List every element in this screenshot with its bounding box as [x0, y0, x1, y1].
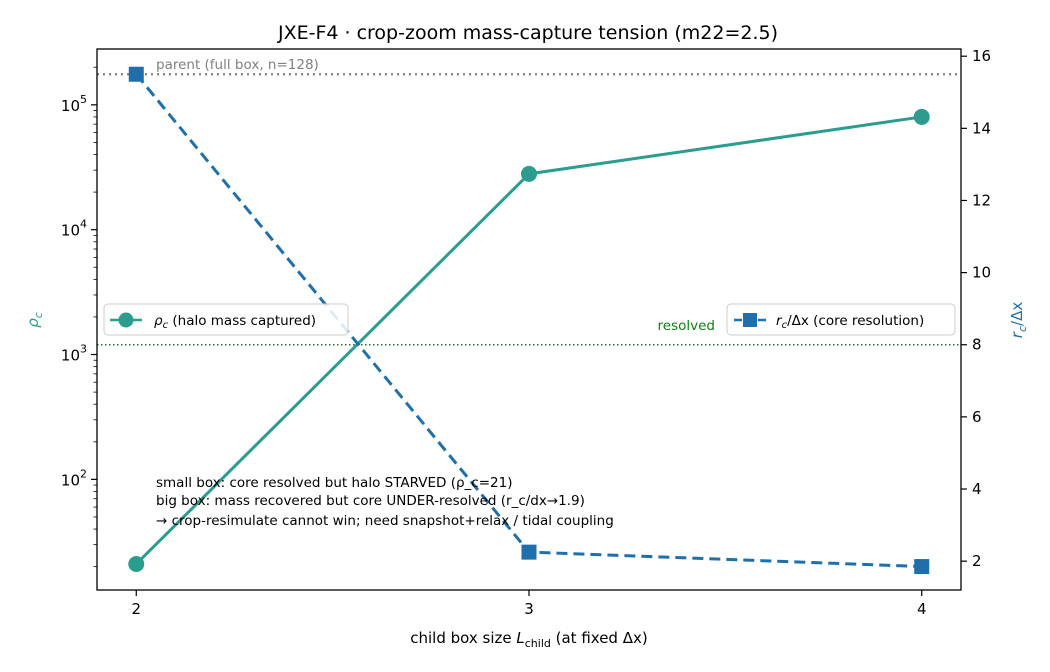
- parent-reference-label: parent (full box, n=128): [156, 57, 319, 73]
- legend-right-marker: [743, 313, 757, 327]
- right-tick-label: 10: [972, 264, 991, 282]
- legend-left: ρc (halo mass captured): [103, 303, 349, 336]
- right-axis-label: rc/Δx: [1008, 302, 1029, 339]
- x-tick-label: 2: [131, 600, 141, 618]
- annotation-line-2: big box: mass recovered but core UNDER-r…: [156, 493, 585, 509]
- series-rho-point: [521, 165, 537, 182]
- right-tick-label: 16: [972, 47, 991, 65]
- legend-left-box: [103, 303, 349, 336]
- series-rho-point: [128, 555, 145, 572]
- x-tick-label: 3: [524, 600, 534, 618]
- annotation-line-3: → crop-resimulate cannot win; need snaps…: [156, 513, 614, 529]
- x-axis-ticks: 2 3 4: [131, 590, 927, 618]
- left-axis-label: ρc: [24, 312, 45, 328]
- right-tick-label: 2: [972, 552, 982, 570]
- right-tick-label: 12: [972, 191, 991, 209]
- right-tick-label: 8: [972, 336, 982, 354]
- right-tick-label: 14: [972, 119, 991, 137]
- left-tick-label: 104: [61, 218, 87, 240]
- left-tick-label: 103: [61, 343, 87, 365]
- legend-right-box: [726, 303, 956, 336]
- series-layer: [128, 66, 930, 575]
- chart-title: JXE-F4 · crop-zoom mass-capture tension …: [277, 22, 778, 44]
- resolved-reference-label: resolved: [658, 318, 715, 334]
- right-tick-label: 6: [972, 408, 982, 426]
- series-rc-dx-point: [521, 544, 537, 560]
- series-rho-point: [913, 108, 930, 125]
- legend-right: rc/Δx (core resolution): [726, 303, 956, 336]
- right-axis-ticks: 2 4 6 8 10 12 14 16: [961, 47, 991, 570]
- legend-right-label: rc/Δx (core resolution): [776, 313, 924, 331]
- annotation-line-1: small box: core resolved but halo STARVE…: [156, 475, 512, 491]
- legend-left-label: ρc (halo mass captured): [154, 313, 316, 331]
- x-tick-label: 4: [917, 600, 927, 618]
- reference-lines: [97, 73, 961, 346]
- series-rc-dx-point: [128, 66, 144, 82]
- legend-left-marker: [118, 312, 134, 328]
- series-rc-dx-point: [914, 559, 930, 575]
- left-tick-label: 105: [61, 93, 87, 115]
- right-tick-label: 4: [972, 480, 982, 498]
- left-tick-label: 102: [61, 467, 87, 489]
- x-axis-label: child box size Lchild (at fixed Δx): [410, 629, 647, 650]
- left-axis-ticks: 102 103 104 105: [61, 66, 97, 568]
